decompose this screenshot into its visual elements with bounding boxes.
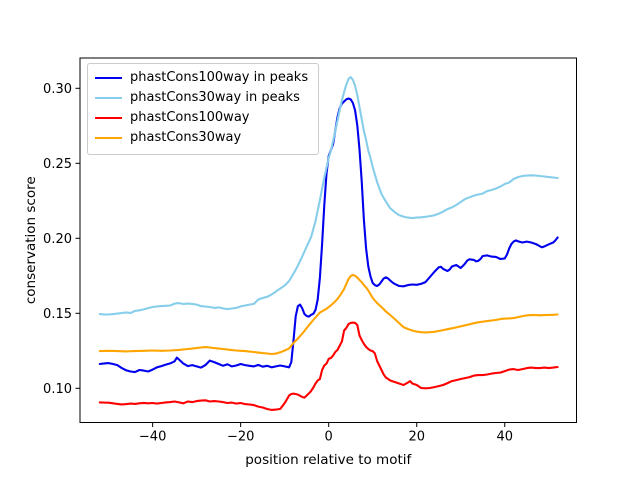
series-line-0 — [98, 97, 559, 374]
legend-line-sample — [95, 76, 122, 80]
y-tick-label: 0.20 — [43, 232, 72, 247]
legend-entry-label: phastCons30way — [130, 130, 242, 145]
legend-line-sample — [95, 136, 122, 140]
legend: phastCons100way in peaks phastCons30way i… — [87, 63, 320, 155]
y-tick-label: 0.10 — [43, 382, 72, 397]
y-axis-label: conservation score — [23, 176, 39, 304]
y-tick-label: 0.30 — [43, 82, 72, 97]
series-line-1 — [98, 76, 559, 316]
legend-entry-label: phastCons30way in peaks — [130, 90, 300, 105]
legend-entry: phastCons30way in peaks — [95, 88, 308, 108]
x-tick-label: 20 — [408, 430, 425, 445]
legend-entry-label: phastCons100way — [130, 110, 250, 125]
x-tick-label: 0 — [325, 430, 333, 445]
y-tick-label: 0.15 — [43, 307, 72, 322]
x-tick-label: −20 — [227, 430, 254, 445]
x-tick-label: −40 — [139, 430, 166, 445]
x-tick-label: 40 — [496, 430, 513, 445]
legend-line-sample — [95, 96, 122, 100]
series-line-3 — [98, 273, 559, 356]
x-axis-label: position relative to motif — [245, 452, 412, 468]
legend-entry-label: phastCons100way in peaks — [130, 70, 309, 85]
legend-entry: phastCons30way — [95, 128, 308, 148]
legend-line-sample — [95, 116, 122, 120]
y-tick-label: 0.25 — [43, 157, 72, 172]
series-line-2 — [98, 321, 559, 411]
legend-entry: phastCons100way — [95, 108, 308, 128]
legend-entry: phastCons100way in peaks — [95, 68, 308, 88]
